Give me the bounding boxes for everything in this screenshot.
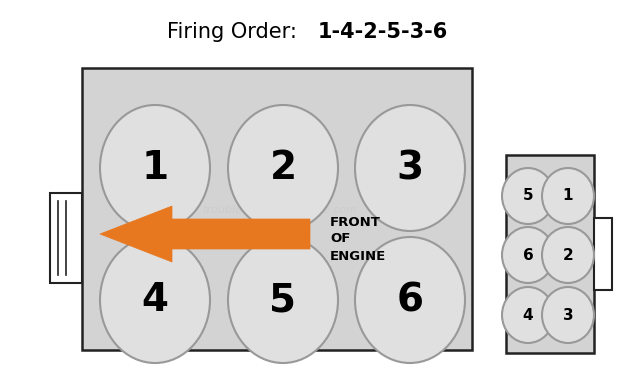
Text: 6: 6 — [523, 248, 533, 262]
Ellipse shape — [542, 168, 594, 224]
Ellipse shape — [502, 168, 554, 224]
Text: 4: 4 — [523, 308, 533, 322]
Text: 1: 1 — [563, 189, 574, 204]
FancyBboxPatch shape — [594, 218, 612, 290]
Text: 1: 1 — [142, 149, 169, 187]
Text: ENGINE: ENGINE — [330, 249, 386, 262]
Ellipse shape — [542, 227, 594, 283]
Text: OF: OF — [330, 232, 350, 246]
Text: Firing Order:: Firing Order: — [167, 22, 310, 42]
Text: 2: 2 — [562, 248, 574, 262]
Ellipse shape — [502, 227, 554, 283]
Text: 3: 3 — [396, 149, 423, 187]
Text: 2: 2 — [269, 149, 297, 187]
Ellipse shape — [100, 105, 210, 231]
Ellipse shape — [228, 105, 338, 231]
Text: FRONT: FRONT — [330, 216, 381, 228]
Ellipse shape — [355, 237, 465, 363]
Text: 4: 4 — [142, 281, 169, 319]
Ellipse shape — [228, 237, 338, 363]
FancyBboxPatch shape — [506, 155, 594, 353]
Text: 5: 5 — [269, 281, 297, 319]
Text: 6: 6 — [397, 281, 423, 319]
Ellipse shape — [502, 287, 554, 343]
Ellipse shape — [100, 237, 210, 363]
Ellipse shape — [542, 287, 594, 343]
Ellipse shape — [355, 105, 465, 231]
Text: 5: 5 — [523, 189, 533, 204]
Text: 3: 3 — [562, 308, 574, 322]
Text: 1-4-2-5-3-6: 1-4-2-5-3-6 — [318, 22, 448, 42]
Polygon shape — [100, 206, 310, 262]
Text: troubleshootmyvehicle.com: troubleshootmyvehicle.com — [203, 205, 357, 215]
FancyBboxPatch shape — [50, 193, 82, 283]
FancyBboxPatch shape — [82, 68, 472, 350]
